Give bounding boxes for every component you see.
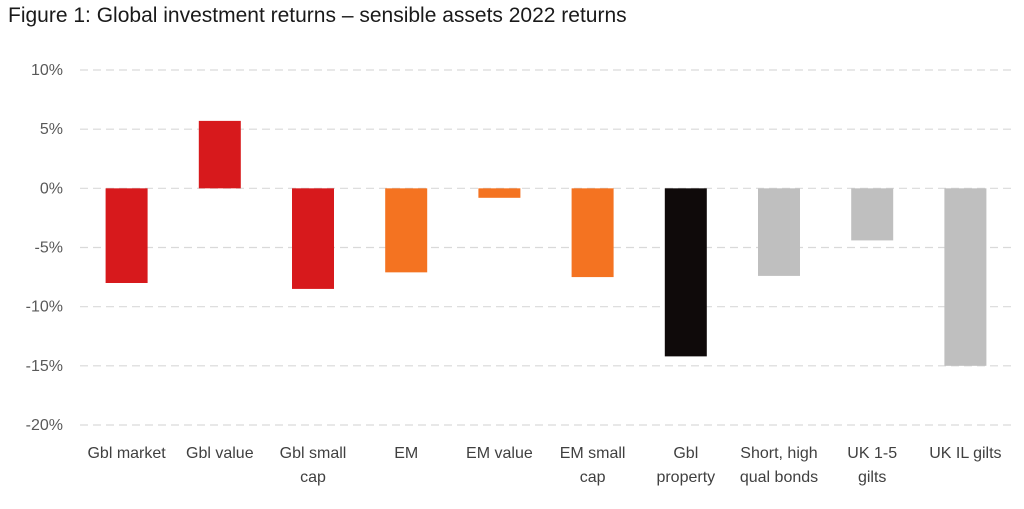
x-category-label: Gbl small cap: [280, 445, 347, 486]
x-category-line: Gbl small: [280, 445, 347, 462]
bars: [105, 120, 987, 366]
bar: [198, 120, 241, 189]
x-category-line: gilts: [858, 469, 886, 486]
bar: [105, 188, 148, 283]
x-category-label: Gbl value: [186, 445, 254, 462]
y-tick-label: -10%: [26, 299, 63, 316]
bar: [385, 188, 428, 273]
bar: [571, 188, 614, 278]
x-category-line: qual bonds: [740, 469, 818, 486]
bar: [664, 188, 707, 357]
bar: [758, 188, 800, 276]
x-category-line: EM value: [466, 445, 533, 462]
x-category-line: EM: [394, 445, 418, 462]
y-tick-label: 5%: [40, 121, 63, 138]
bar: [478, 188, 521, 198]
x-category-label: UK 1-5 gilts: [847, 445, 897, 486]
x-category-line: EM small: [560, 445, 626, 462]
y-axis-ticks: 10% 5% 0% -5% -10% -15% -20%: [26, 62, 63, 434]
bar: [851, 188, 894, 241]
x-category-label: Gbl property: [656, 445, 715, 486]
x-category-label: UK IL gilts: [929, 445, 1001, 462]
x-category-line: Short, high: [740, 445, 817, 462]
x-category-label: EM small cap: [560, 445, 626, 486]
x-category-line: UK 1-5: [847, 445, 897, 462]
x-category-line: Gbl value: [186, 445, 254, 462]
x-category-line: Gbl: [673, 445, 698, 462]
x-category-label: EM value: [466, 445, 533, 462]
y-tick-label: 10%: [31, 62, 63, 79]
x-category-line: UK IL gilts: [929, 445, 1001, 462]
x-axis-categories: Gbl market Gbl value Gbl small cap EM EM valu…: [87, 445, 1001, 486]
x-category-label: EM: [394, 445, 418, 462]
y-tick-label: 0%: [40, 180, 63, 197]
bar: [292, 188, 334, 289]
x-category-line: Gbl market: [87, 445, 166, 462]
y-tick-label: -20%: [26, 417, 63, 434]
x-category-label: Gbl market: [87, 445, 166, 462]
y-tick-label: -5%: [35, 240, 63, 257]
y-tick-label: -15%: [26, 358, 63, 375]
x-category-line: cap: [300, 469, 326, 486]
chart-title: Figure 1: Global investment returns – se…: [8, 4, 627, 27]
bar: [944, 188, 987, 366]
x-category-line: cap: [580, 469, 606, 486]
x-category-label: Short, high qual bonds: [740, 445, 818, 486]
x-category-line: property: [656, 469, 715, 486]
